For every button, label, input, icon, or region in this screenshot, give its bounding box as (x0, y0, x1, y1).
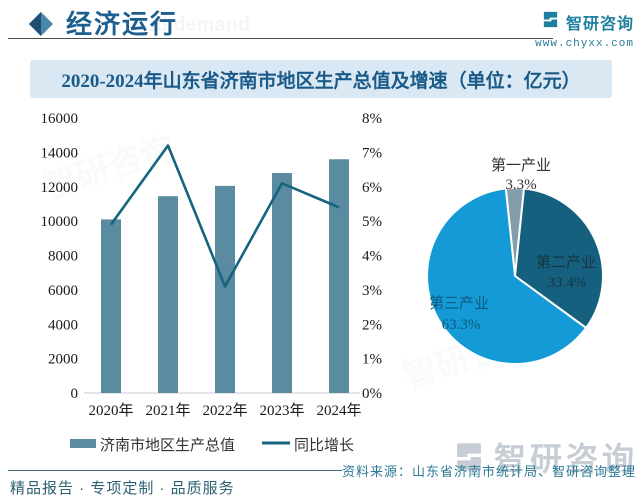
right-axis-tick: 3% (362, 283, 382, 299)
legend-bar-label: 济南市地区生产总值 (100, 437, 235, 454)
zhiyan-logo-icon (541, 10, 560, 34)
pie-label-0: 第一产业 (491, 156, 551, 174)
header-divider (8, 38, 553, 39)
pie-label-1: 第二产业 (536, 253, 596, 271)
pie-slice-2 (426, 187, 588, 365)
left-axis-tick: 8000 (48, 249, 78, 265)
growth-line (109, 144, 340, 288)
brand-name: 智研咨询 (565, 16, 634, 33)
right-axis-tick: 4% (362, 249, 382, 265)
gdp-bar-2021年 (158, 196, 178, 393)
pie-slice-1 (513, 187, 604, 330)
section-title: 经济运行 (66, 10, 179, 39)
left-axis-tick: 16000 (41, 111, 79, 127)
right-axis-tick: 7% (362, 145, 382, 161)
right-axis-tick: 1% (362, 352, 382, 368)
x-axis-label: 2022年 (202, 402, 247, 419)
footer-divider (8, 470, 342, 471)
source-text: 资料来源：山东省济南市统计局、智研咨询整理 (341, 464, 636, 479)
x-axis-label: 2021年 (145, 402, 190, 419)
watermark-brand-text: 智研咨询 (494, 441, 639, 477)
left-axis-tick: 6000 (48, 283, 78, 299)
gdp-bar-2020年 (101, 219, 121, 393)
brand-url: www.chyxx.com (535, 38, 634, 50)
right-axis-tick: 6% (362, 180, 382, 196)
right-axis-tick: 2% (362, 317, 382, 333)
pie-value-0: 3.3% (505, 177, 536, 193)
right-axis-tick: 5% (362, 214, 382, 230)
left-axis-tick: 12000 (41, 180, 79, 196)
gdp-bar-2023年 (272, 173, 292, 393)
chart-title: 2020-2024年山东省济南市地区生产总值及增速（单位：亿元） (61, 70, 581, 92)
right-axis-tick: 8% (362, 111, 382, 127)
pie-label-2: 第三产业 (429, 294, 489, 312)
footer-tagline: 精品报告 · 专项定制 · 品质服务 (10, 480, 235, 497)
legend-bar-swatch (70, 439, 96, 448)
left-axis-tick: 0 (71, 386, 79, 402)
legend-line-label: 同比增长 (294, 437, 354, 454)
x-axis-label: 2020年 (88, 402, 133, 419)
x-axis-label: 2023年 (259, 402, 304, 419)
chart-title-banner: 2020-2024年山东省济南市地区生产总值及增速（单位：亿元） (30, 60, 612, 98)
watermark-logo-icon (457, 443, 481, 471)
right-axis-tick: 0% (362, 386, 382, 402)
gdp-bar-2024年 (329, 159, 349, 393)
brand-block: 智研咨询 www.chyxx.com (535, 10, 634, 50)
pie-value-2: 63.3% (442, 317, 481, 333)
x-axis-label: 2024年 (316, 402, 361, 419)
left-axis-tick: 4000 (48, 317, 78, 333)
left-axis-tick: 14000 (41, 145, 79, 161)
watermark-logo: 智研咨询 (452, 434, 638, 480)
left-axis-tick: 10000 (41, 214, 79, 230)
pie-value-1: 33.4% (548, 275, 587, 291)
diamond-icon (28, 11, 54, 37)
left-axis-tick: 2000 (48, 352, 78, 368)
gdp-bar-2022年 (215, 185, 235, 393)
